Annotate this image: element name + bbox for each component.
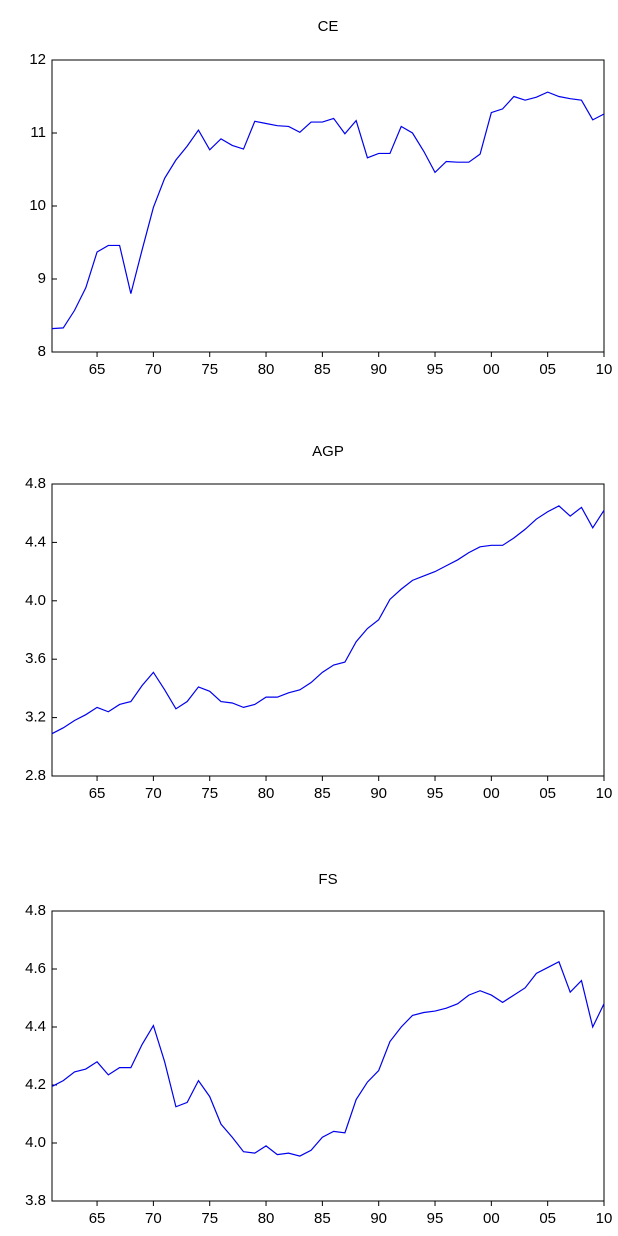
- x-tick-label: 75: [201, 361, 218, 378]
- x-tick-label: 90: [370, 785, 387, 802]
- x-tick-label: 65: [89, 785, 106, 802]
- y-tick-label: 4.4: [25, 1018, 46, 1035]
- x-tick-label: 95: [427, 361, 444, 378]
- x-tick-label: 10: [596, 785, 613, 802]
- y-tick-label: 4.0: [25, 1134, 46, 1151]
- x-tick-label: 00: [483, 785, 500, 802]
- x-tick-label: 80: [258, 361, 275, 378]
- x-tick-label: 00: [483, 1210, 500, 1227]
- y-tick-label: 3.2: [25, 709, 46, 726]
- y-tick-label: 4.0: [25, 592, 46, 609]
- data-line: [51, 960, 605, 1157]
- y-tick-label: 3.8: [25, 1192, 46, 1209]
- x-tick-label: 70: [145, 361, 162, 378]
- x-tick-label: 80: [258, 1210, 275, 1227]
- data-line: [51, 91, 605, 330]
- y-tick-label: 4.6: [25, 960, 46, 977]
- y-tick-label: 9: [38, 270, 46, 287]
- x-tick-label: 70: [145, 1210, 162, 1227]
- plot-frame: [51, 483, 605, 777]
- chart-title: AGP: [312, 443, 344, 460]
- x-tick-label: 95: [427, 785, 444, 802]
- x-tick-label: 90: [370, 1210, 387, 1227]
- x-tick-label: 65: [89, 1210, 106, 1227]
- x-tick-label: 10: [596, 1210, 613, 1227]
- y-tick-label: 11: [30, 124, 46, 141]
- x-tick-label: 85: [314, 1210, 331, 1227]
- x-tick-label: 75: [201, 785, 218, 802]
- x-tick-label: 10: [596, 361, 613, 378]
- x-tick-label: 85: [314, 785, 331, 802]
- plot-frame: [51, 910, 605, 1202]
- x-tick-label: 70: [145, 785, 162, 802]
- chart-title: CE: [318, 18, 339, 35]
- y-tick-label: 3.6: [25, 650, 46, 667]
- x-tick-label: 00: [483, 361, 500, 378]
- plot-frame: [51, 59, 605, 353]
- y-tick-label: 4.8: [25, 475, 46, 492]
- x-tick-label: 75: [201, 1210, 218, 1227]
- y-tick-label: 8: [38, 343, 46, 360]
- y-tick-label: 12: [29, 51, 46, 68]
- data-line: [51, 505, 605, 735]
- y-tick-label: 4.8: [25, 902, 46, 919]
- y-tick-label: 4.2: [25, 1076, 46, 1093]
- x-tick-label: 90: [370, 361, 387, 378]
- x-tick-label: 05: [539, 1210, 556, 1227]
- chart-title: FS: [318, 871, 337, 888]
- x-tick-label: 80: [258, 785, 275, 802]
- y-tick-label: 2.8: [25, 767, 46, 784]
- x-tick-label: 05: [539, 361, 556, 378]
- x-tick-label: 95: [427, 1210, 444, 1227]
- y-tick-label: 4.4: [25, 533, 46, 550]
- x-tick-label: 05: [539, 785, 556, 802]
- x-tick-label: 65: [89, 361, 106, 378]
- y-tick-label: 10: [29, 197, 46, 214]
- x-tick-label: 85: [314, 361, 331, 378]
